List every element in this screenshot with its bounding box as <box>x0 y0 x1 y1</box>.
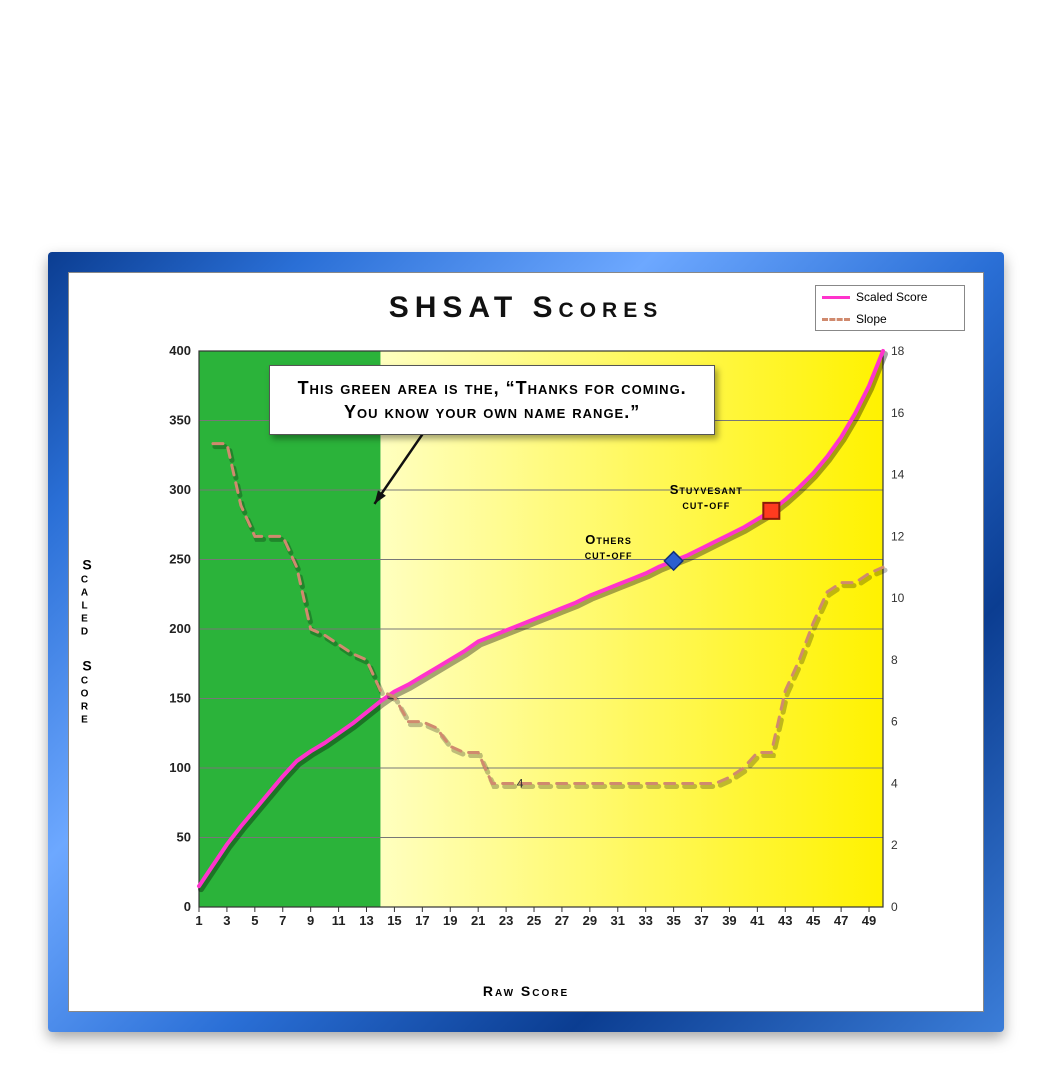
svg-text:41: 41 <box>750 913 764 928</box>
callout-text: This green area is the, “Thanks for comi… <box>298 378 687 422</box>
svg-text:15: 15 <box>387 913 401 928</box>
svg-text:21: 21 <box>471 913 485 928</box>
legend-item-scaled: Scaled Score <box>816 286 964 308</box>
y-axis-title: Scaled Score <box>79 557 95 728</box>
svg-text:39: 39 <box>722 913 736 928</box>
marker-label-stuyvesant: Stuyvesantcut-off <box>651 483 761 513</box>
svg-text:27: 27 <box>555 913 569 928</box>
svg-text:45: 45 <box>806 913 820 928</box>
svg-text:31: 31 <box>611 913 625 928</box>
x-axis-title: Raw Score <box>69 983 983 999</box>
svg-text:1: 1 <box>195 913 202 928</box>
marker-label-others: Otherscut-off <box>554 533 664 563</box>
svg-text:10: 10 <box>891 591 905 605</box>
svg-text:47: 47 <box>834 913 848 928</box>
legend-swatch-scaled <box>822 296 850 299</box>
svg-text:4: 4 <box>891 776 898 790</box>
svg-text:0: 0 <box>184 899 191 914</box>
svg-text:37: 37 <box>694 913 708 928</box>
legend: Scaled Score Slope <box>815 285 965 331</box>
svg-text:13: 13 <box>359 913 373 928</box>
legend-label-slope: Slope <box>856 312 887 326</box>
svg-text:250: 250 <box>169 552 191 567</box>
svg-text:35: 35 <box>666 913 680 928</box>
svg-text:17: 17 <box>415 913 429 928</box>
svg-text:3: 3 <box>223 913 230 928</box>
svg-text:11: 11 <box>332 913 346 928</box>
svg-text:300: 300 <box>169 482 191 497</box>
callout-box: This green area is the, “Thanks for comi… <box>269 365 716 436</box>
legend-label-scaled: Scaled Score <box>856 290 927 304</box>
svg-text:29: 29 <box>583 913 597 928</box>
svg-text:400: 400 <box>169 345 191 358</box>
legend-swatch-slope <box>822 318 850 321</box>
svg-text:6: 6 <box>891 715 898 729</box>
svg-text:18: 18 <box>891 345 905 358</box>
svg-text:4: 4 <box>517 776 524 790</box>
svg-text:150: 150 <box>169 691 191 706</box>
chart-panel: SHSAT Scores Scaled Score Slope Scaled S… <box>68 272 984 1012</box>
svg-text:350: 350 <box>169 413 191 428</box>
svg-text:200: 200 <box>169 621 191 636</box>
svg-text:16: 16 <box>891 406 905 420</box>
svg-text:23: 23 <box>499 913 513 928</box>
svg-text:5: 5 <box>251 913 258 928</box>
svg-text:8: 8 <box>891 653 898 667</box>
svg-text:19: 19 <box>443 913 457 928</box>
plot-area: 0501001502002503003504000246810121416181… <box>157 345 923 939</box>
svg-text:14: 14 <box>891 468 905 482</box>
svg-text:0: 0 <box>891 900 898 914</box>
legend-item-slope: Slope <box>816 308 964 330</box>
svg-text:43: 43 <box>778 913 792 928</box>
svg-text:9: 9 <box>307 913 314 928</box>
svg-text:33: 33 <box>638 913 652 928</box>
svg-text:50: 50 <box>177 830 191 845</box>
svg-text:7: 7 <box>279 913 286 928</box>
chart-blue-frame: SHSAT Scores Scaled Score Slope Scaled S… <box>48 252 1004 1032</box>
svg-text:100: 100 <box>169 760 191 775</box>
svg-text:25: 25 <box>527 913 541 928</box>
svg-text:12: 12 <box>891 529 905 543</box>
svg-text:49: 49 <box>862 913 876 928</box>
svg-text:2: 2 <box>891 838 898 852</box>
